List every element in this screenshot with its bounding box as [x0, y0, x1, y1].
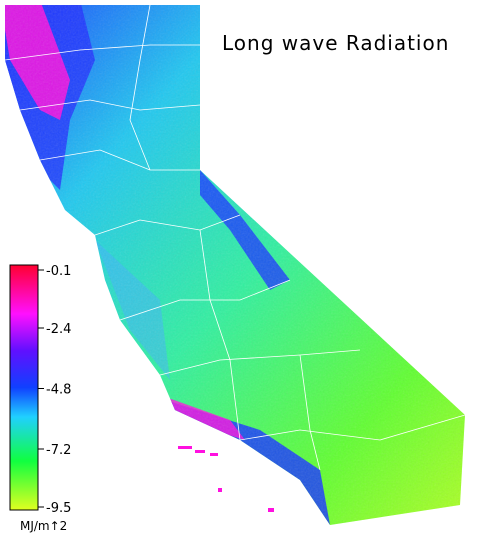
colorbar-label: MJ/m↑2: [20, 519, 67, 533]
colorbar-tick-label: -4.8: [46, 383, 71, 398]
islands: [178, 446, 274, 512]
colorbar-tick-label: -7.2: [46, 443, 71, 458]
county-lines: [4, 4, 466, 471]
colorbar-tick-label: -9.5: [46, 501, 71, 516]
colorbar-tick-label: -0.1: [46, 264, 71, 279]
colorbar-tick-label: -2.4: [46, 322, 71, 337]
map-title: Long wave Radiation: [222, 31, 449, 55]
colorbar: [9, 264, 39, 511]
